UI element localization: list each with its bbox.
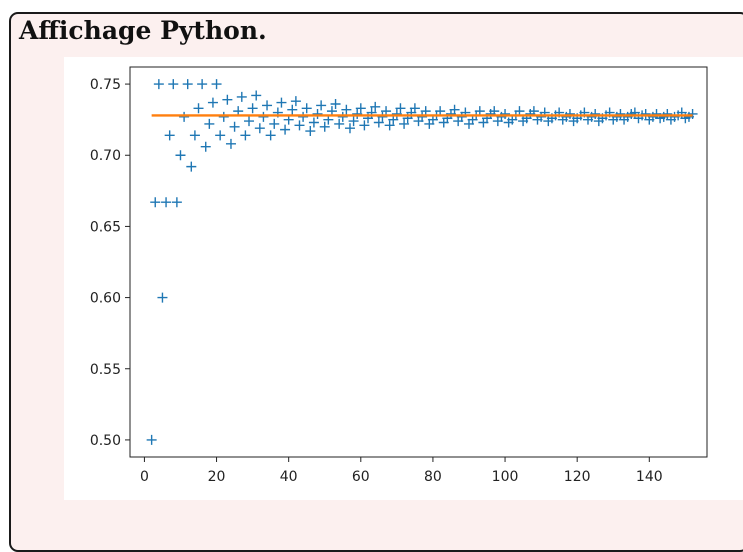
data-point <box>269 118 280 129</box>
data-point <box>200 141 211 152</box>
data-point <box>640 108 651 119</box>
data-point <box>189 130 200 141</box>
data-point <box>344 123 355 134</box>
data-point <box>319 121 330 132</box>
y-tick-label: 0.70 <box>90 148 121 164</box>
y-axis: 0.50 0.55 0.60 0.65 0.70 0.75 <box>90 77 130 449</box>
data-point <box>254 123 265 134</box>
x-tick-label: 80 <box>424 469 442 485</box>
scatter-series <box>146 79 698 445</box>
data-point <box>240 130 251 141</box>
x-tick-label: 40 <box>280 469 298 485</box>
data-point <box>564 108 575 119</box>
data-point <box>348 116 359 127</box>
scatter-chart: 0.50 0.55 0.60 0.65 0.70 0.75 0 20 40 60 80 100 120… <box>90 66 708 485</box>
data-point <box>409 103 420 114</box>
data-point <box>330 99 341 110</box>
data-point <box>218 111 229 122</box>
y-tick-label: 0.75 <box>90 77 121 93</box>
data-point <box>236 91 247 102</box>
data-point <box>197 79 208 90</box>
data-point <box>150 197 161 208</box>
data-point <box>193 103 204 114</box>
chart-panel: 0.50 0.55 0.60 0.65 0.70 0.75 0 20 40 60 80 100 120… <box>64 57 743 500</box>
data-point <box>377 111 388 122</box>
data-point <box>157 292 168 303</box>
x-tick-label: 100 <box>492 469 519 485</box>
data-point <box>590 108 601 119</box>
data-point <box>153 79 164 90</box>
data-point <box>247 103 258 114</box>
data-point <box>298 111 309 122</box>
x-tick-label: 60 <box>352 469 370 485</box>
data-point <box>334 118 345 129</box>
data-point <box>500 108 511 119</box>
data-point <box>287 104 298 115</box>
data-point <box>687 108 698 119</box>
data-point <box>182 79 193 90</box>
data-point <box>449 104 460 115</box>
data-point <box>211 79 222 90</box>
data-point <box>384 120 395 131</box>
data-point <box>229 121 240 132</box>
data-point <box>355 103 366 114</box>
data-point <box>294 120 305 131</box>
x-tick-label: 20 <box>208 469 226 485</box>
data-point <box>186 161 197 172</box>
data-point <box>244 116 255 127</box>
data-point <box>308 117 319 128</box>
data-point <box>337 111 348 122</box>
data-point <box>225 138 236 149</box>
y-tick-label: 0.60 <box>90 291 121 307</box>
data-point <box>175 150 186 161</box>
x-tick-label: 0 <box>140 469 149 485</box>
data-point <box>417 111 428 122</box>
data-point <box>373 117 384 128</box>
data-point <box>370 101 381 112</box>
data-point <box>615 108 626 119</box>
data-point <box>301 103 312 114</box>
y-tick-label: 0.50 <box>90 433 121 449</box>
data-point <box>262 100 273 111</box>
data-point <box>251 90 262 101</box>
plot-frame <box>129 66 708 458</box>
data-point <box>316 100 327 111</box>
data-point <box>352 108 363 119</box>
x-axis: 0 20 40 60 80 100 120 140 <box>140 457 663 485</box>
data-point <box>258 111 269 122</box>
data-point <box>207 97 218 108</box>
data-point <box>662 108 673 119</box>
data-point <box>312 108 323 119</box>
data-point <box>215 130 226 141</box>
x-tick-label: 120 <box>564 469 591 485</box>
data-point <box>395 103 406 114</box>
data-point <box>179 111 190 122</box>
data-point <box>265 130 276 141</box>
data-point <box>305 126 316 137</box>
data-point <box>164 130 175 141</box>
data-point <box>359 120 370 131</box>
y-tick-label: 0.65 <box>90 219 121 235</box>
data-point <box>222 94 233 105</box>
data-point <box>204 118 215 129</box>
data-point <box>168 79 179 90</box>
x-tick-label: 140 <box>636 469 663 485</box>
data-point <box>391 108 402 119</box>
data-point <box>146 434 157 445</box>
data-point <box>399 118 410 129</box>
data-point <box>171 197 182 208</box>
box-title: Affichage Python. <box>19 16 267 45</box>
data-point <box>290 96 301 107</box>
data-point <box>280 124 291 135</box>
y-tick-label: 0.55 <box>90 362 121 378</box>
data-point <box>161 197 172 208</box>
data-point <box>341 104 352 115</box>
data-point <box>276 97 287 108</box>
